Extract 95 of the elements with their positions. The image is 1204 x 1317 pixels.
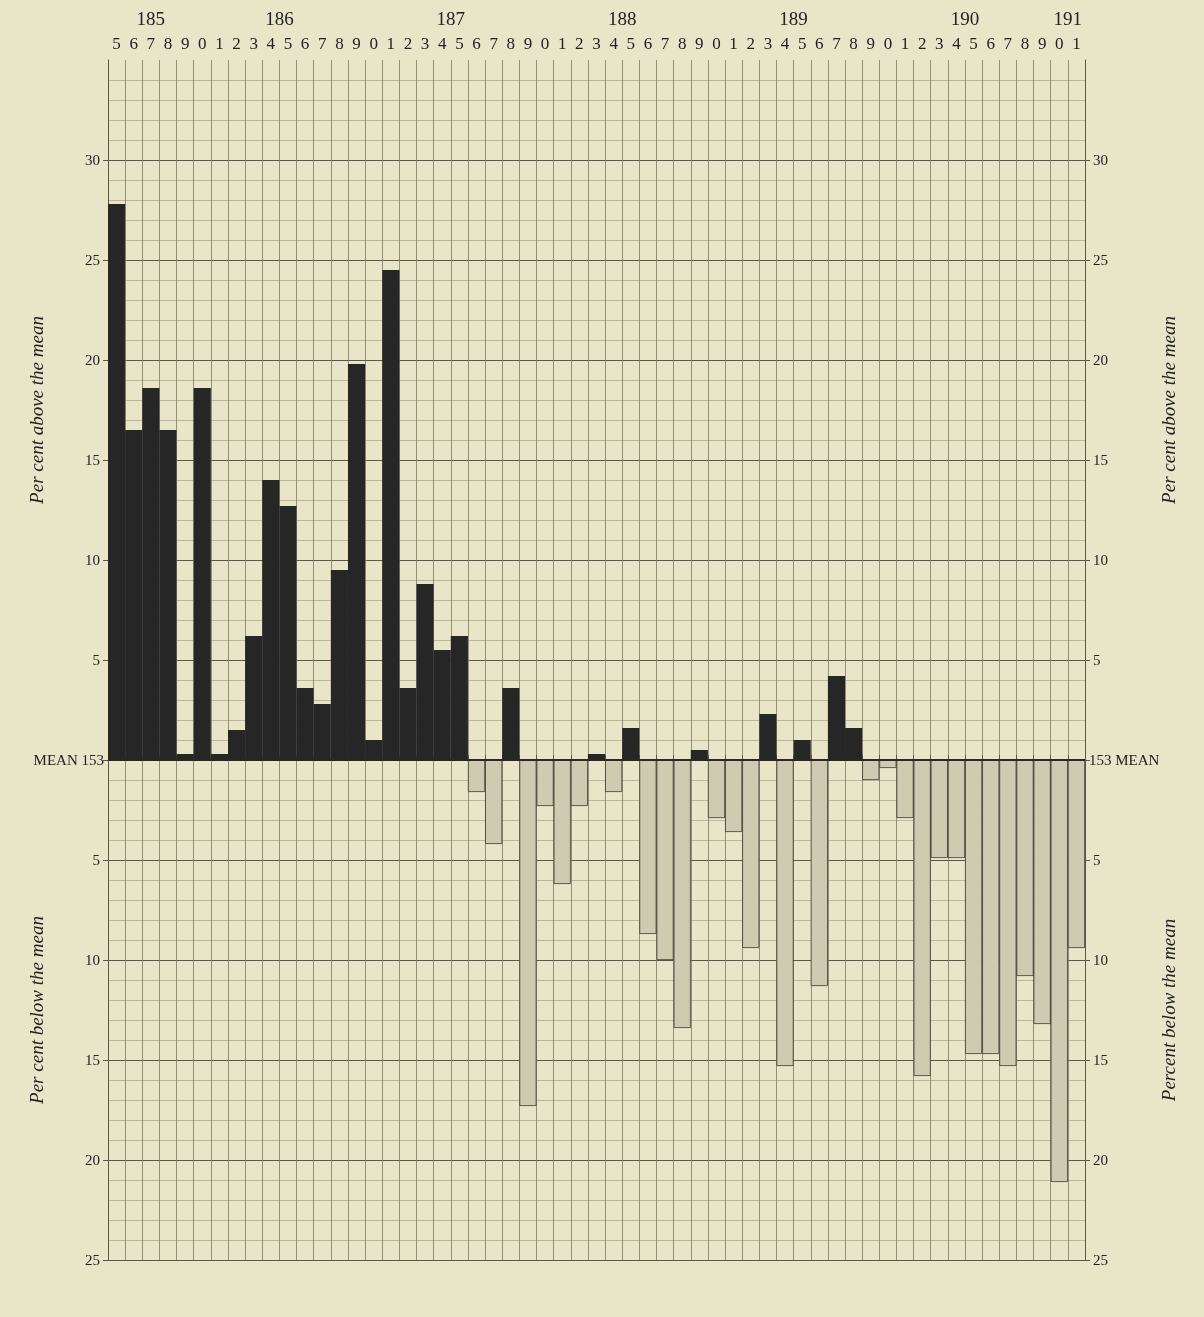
x-tick-label: 3 — [420, 34, 430, 53]
y-tick-label: 25 — [85, 1252, 100, 1268]
x-tick-label: 1 — [729, 34, 738, 53]
x-tick-label: 5 — [969, 34, 978, 53]
x-tick-label: 4 — [437, 34, 447, 53]
x-tick-label: 5 — [455, 34, 464, 53]
x-tick-label: 4 — [609, 34, 619, 53]
x-tick-label: 8 — [677, 34, 687, 53]
x-tick-label: 8 — [163, 34, 173, 53]
x-tick-label: 2 — [917, 34, 927, 53]
x-tick-label: 1 — [215, 34, 224, 53]
x-tick-label: 0 — [883, 34, 893, 53]
x-tick-label: 7 — [146, 34, 156, 53]
text: Percent below the mean — [1157, 918, 1179, 1103]
x-tick-label: 1 — [900, 34, 910, 53]
x-tick-label: 0 — [712, 34, 721, 53]
y-tick-label: 30 — [85, 152, 100, 168]
y-axis-title: Per cent above the mean — [25, 316, 47, 505]
x-tick-label: 6 — [815, 34, 824, 53]
y2-tick-label: 5 — [1093, 652, 1101, 668]
y-tick-label: 25 — [85, 252, 100, 268]
x-tick-label: 5 — [112, 34, 121, 53]
x-tick-label: 8 — [506, 34, 516, 53]
text: 189 — [779, 7, 808, 29]
x-tick-label: 0 — [540, 34, 550, 53]
y-tick-label: 15 — [85, 1052, 100, 1068]
x-tick-label: 3 — [763, 34, 773, 53]
x-tick-label: 7 — [1003, 34, 1013, 53]
ref-line-label: MEAN 153 — [33, 752, 104, 768]
y2-tick-label: 10 — [1093, 952, 1108, 968]
bar — [605, 760, 623, 792]
x-tick-label: 9 — [180, 34, 190, 53]
x-tick-label: 2 — [403, 34, 413, 53]
x-tick-label: 6 — [643, 34, 653, 53]
x-tick-label: 7 — [318, 34, 327, 53]
bar — [810, 760, 828, 986]
x-tick-label: 6 — [472, 34, 481, 53]
x-tick-label: 6 — [129, 34, 138, 53]
text: 187 — [436, 7, 466, 29]
x-tick-label: 8 — [335, 34, 344, 53]
y2-tick-label: 15 — [1093, 452, 1108, 468]
x-tick-label: 2 — [232, 34, 241, 53]
x-tick-label: 3 — [592, 34, 601, 53]
x-tick-label: 7 — [832, 34, 842, 53]
y2-tick-label: 10 — [1093, 552, 1108, 568]
y2-tick-label: 25 — [1093, 1252, 1108, 1268]
x-tick-label: 0 — [198, 34, 207, 53]
x-tick-label: 9 — [1037, 34, 1047, 53]
y-tick-label: 15 — [85, 452, 100, 468]
y-tick-label: 5 — [92, 652, 100, 668]
y2-tick-label: 20 — [1093, 352, 1108, 368]
text: 153 MEAN — [1089, 752, 1160, 768]
y-tick-label: 5 — [92, 852, 100, 868]
y2-tick-label: 25 — [1093, 252, 1108, 268]
x-tick-label: 3 — [249, 34, 258, 53]
x-tick-label: 0 — [369, 34, 378, 53]
text: 190 — [950, 7, 980, 29]
y-tick-label: 10 — [85, 552, 100, 568]
x-tick-label: 6 — [986, 34, 995, 53]
text: 188 — [607, 7, 637, 29]
x-tick-label: 9 — [523, 34, 533, 53]
x-tick-label: 8 — [1020, 34, 1030, 53]
x-tick-label: 9 — [352, 34, 361, 53]
x-tick-label: 3 — [935, 34, 944, 53]
x-tick-label: 4 — [780, 34, 790, 53]
x-tick-label: 2 — [746, 34, 756, 53]
x-tick-label: 4 — [266, 34, 276, 53]
text: 185 — [136, 7, 166, 29]
x-tick-label: 1 — [386, 34, 396, 53]
x-tick-label: 9 — [866, 34, 875, 53]
y2-axis-title: Per cent above the mean — [1157, 316, 1179, 505]
x-tick-label: 5 — [797, 34, 807, 53]
y-tick-label: 20 — [85, 1152, 100, 1168]
x-tick-label: 2 — [575, 34, 584, 53]
y-tick-label: 20 — [85, 352, 100, 368]
x-tick-label: 5 — [626, 34, 636, 53]
y2-tick-label: 5 — [1093, 852, 1101, 868]
y2-tick-label: 20 — [1093, 1152, 1108, 1168]
y2-tick-label: 15 — [1093, 1052, 1108, 1068]
bar — [776, 760, 794, 1066]
y2-tick-label: 30 — [1093, 152, 1108, 168]
x-tick-label: 8 — [849, 34, 858, 53]
x-tick-label: 6 — [300, 34, 310, 53]
x-tick-label: 5 — [283, 34, 293, 53]
y-tick-label: 10 — [85, 952, 100, 968]
text: Per cent below the mean — [25, 916, 47, 1105]
x-tick-label: 7 — [660, 34, 670, 53]
text: 191 — [1053, 7, 1083, 29]
x-tick-label: 1 — [1072, 34, 1081, 53]
x-tick-label: 4 — [952, 34, 962, 53]
x-tick-label: 9 — [695, 34, 704, 53]
x-tick-label: 1 — [557, 34, 567, 53]
x-tick-label: 7 — [489, 34, 499, 53]
text: 186 — [265, 7, 294, 29]
x-tick-label: 0 — [1055, 34, 1064, 53]
